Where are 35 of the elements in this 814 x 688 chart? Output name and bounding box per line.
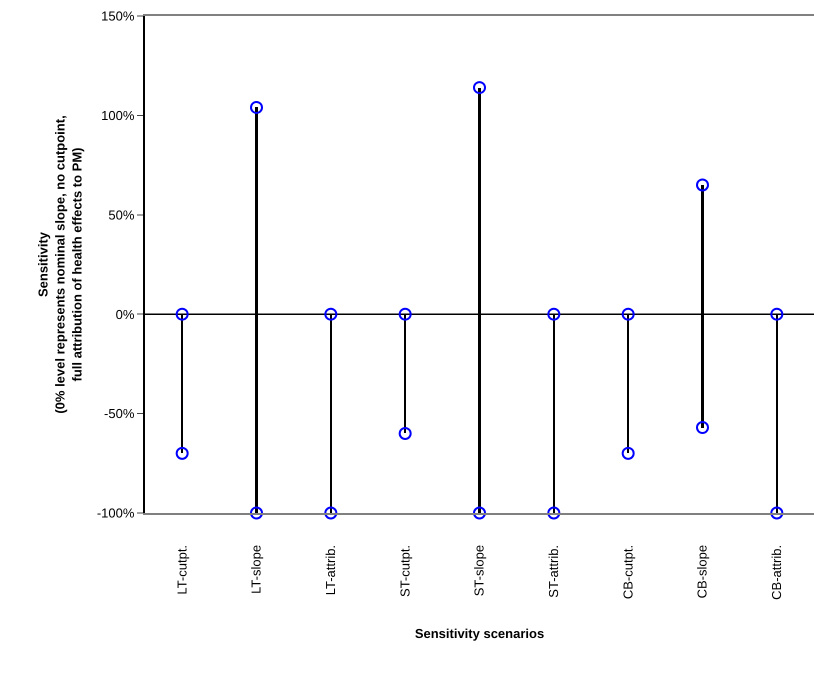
y-axis-title: Sensitivity (0% level represents nominal slope, no cutpoint, full attribution of health effects to PM) [35,115,84,414]
x-tick-label: ST-attrib. [546,544,562,598]
x-tick-label: LT-slope [248,544,264,594]
point [622,446,635,460]
point [176,308,189,321]
point [250,100,263,114]
point [622,308,635,321]
point [324,308,338,321]
y-tick-label: 0% [116,306,135,322]
x-tick-label: CB-slope [694,544,710,598]
x-tick-label: CB-attrib. [769,544,784,600]
x-tick-label: ST-slope [472,544,487,596]
y-tick-label: -50% [104,406,135,422]
y-tick-label: 50% [108,207,135,222]
x-axis-title: Sensitivity scenarios [414,626,544,641]
y-tick-label: -100% [96,506,135,521]
point [696,178,709,192]
point [770,506,784,520]
point [324,506,338,520]
point [398,308,412,321]
y-tick-label: 100% [101,108,135,123]
point [473,81,486,94]
x-tick-label: CB-cutpt. [620,544,636,600]
x-tick-label: LT-cutpt. [174,544,190,595]
x-tick-label: ST-cutpt. [397,544,412,597]
point [398,426,412,440]
point [770,308,784,321]
y-tick-label: 150% [101,8,135,24]
point [547,308,560,321]
point [176,446,189,460]
point [473,506,486,520]
point [547,506,560,520]
point [696,421,709,434]
point [250,506,263,520]
x-tick-label: LT-attrib. [323,544,338,596]
